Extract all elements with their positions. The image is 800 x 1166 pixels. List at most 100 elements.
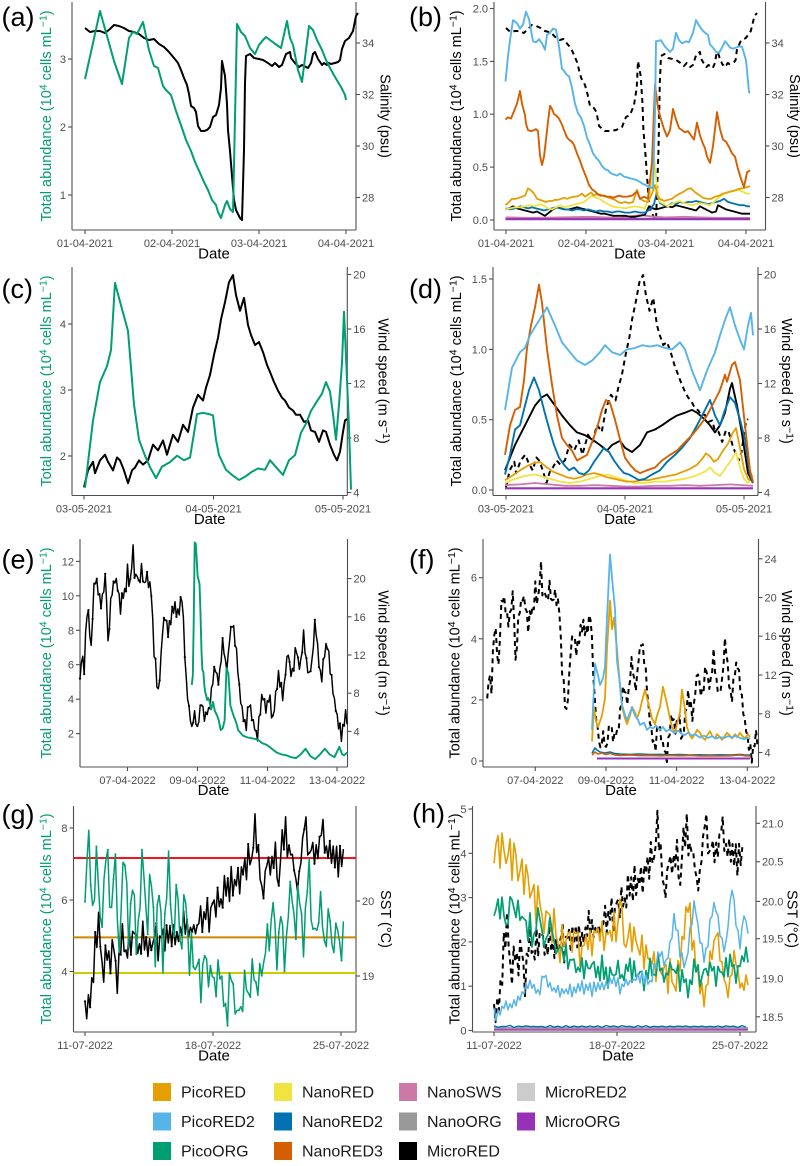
svg-text:8: 8 — [764, 433, 770, 445]
svg-text:(g): (g) — [2, 800, 35, 830]
svg-text:1.5: 1.5 — [472, 274, 487, 286]
svg-text:30: 30 — [362, 141, 374, 153]
svg-text:Wind speed (m s−1): Wind speed (m s−1) — [375, 590, 393, 716]
svg-text:6: 6 — [471, 573, 477, 585]
svg-text:18-07-2022: 18-07-2022 — [589, 1040, 645, 1052]
svg-text:4: 4 — [68, 694, 74, 706]
svg-text:MicroRED2: MicroRED2 — [545, 1085, 627, 1102]
svg-text:2: 2 — [60, 122, 66, 134]
svg-text:PicoRED2: PicoRED2 — [181, 1114, 255, 1131]
svg-text:MicroRED: MicroRED — [427, 1144, 500, 1161]
svg-text:16: 16 — [764, 324, 776, 336]
svg-text:3: 3 — [60, 54, 66, 66]
svg-text:Total abundance (104 cells mL−: Total abundance (104 cells mL−1) — [448, 275, 466, 486]
svg-text:25-07-2022: 25-07-2022 — [313, 1040, 369, 1052]
svg-text:Salinity (psu): Salinity (psu) — [786, 74, 800, 158]
svg-text:0.0: 0.0 — [472, 485, 487, 497]
svg-text:2: 2 — [60, 451, 66, 463]
svg-text:4: 4 — [460, 848, 466, 860]
svg-text:1.0: 1.0 — [472, 344, 487, 356]
svg-text:Total abundance (104 cells mL−: Total abundance (104 cells mL−1) — [448, 10, 466, 221]
svg-text:Date: Date — [198, 1048, 230, 1065]
svg-text:16: 16 — [353, 324, 365, 336]
svg-text:07-04-2022: 07-04-2022 — [99, 775, 155, 787]
svg-text:01-04-2021: 01-04-2021 — [478, 238, 534, 250]
svg-text:1.0: 1.0 — [473, 109, 488, 121]
svg-text:Total abundance (104 cells mL−: Total abundance (104 cells mL−1) — [38, 547, 56, 758]
svg-text:1.5: 1.5 — [473, 56, 488, 68]
svg-text:Total abundance (104 cells mL−: Total abundance (104 cells mL−1) — [446, 547, 464, 758]
svg-text:1: 1 — [460, 981, 466, 993]
svg-text:Total abundance (104 cells mL−: Total abundance (104 cells mL−1) — [38, 813, 56, 1024]
svg-text:NanoRED: NanoRED — [302, 1085, 374, 1102]
svg-text:Wind speed (m s−1): Wind speed (m s−1) — [778, 318, 796, 444]
svg-text:03-04-2021: 03-04-2021 — [231, 238, 287, 250]
svg-text:Salinity (psu): Salinity (psu) — [377, 74, 393, 158]
svg-text:2: 2 — [471, 695, 477, 707]
svg-text:12: 12 — [354, 650, 366, 662]
svg-text:4: 4 — [60, 319, 66, 331]
svg-text:13-04-2022: 13-04-2022 — [309, 775, 365, 787]
svg-text:04-05-2021: 04-05-2021 — [185, 504, 241, 516]
svg-text:NanoRED2: NanoRED2 — [302, 1114, 383, 1131]
svg-text:25-07-2022: 25-07-2022 — [712, 1040, 768, 1052]
svg-text:MicroORG: MicroORG — [545, 1114, 621, 1131]
svg-text:NanoORG: NanoORG — [427, 1114, 502, 1131]
svg-text:2: 2 — [460, 937, 466, 949]
svg-text:04-04-2021: 04-04-2021 — [718, 238, 774, 250]
svg-text:Date: Date — [194, 511, 226, 528]
svg-text:20: 20 — [353, 270, 365, 282]
svg-text:6: 6 — [68, 660, 74, 672]
svg-text:02-04-2021: 02-04-2021 — [558, 238, 614, 250]
svg-text:Date: Date — [605, 782, 637, 799]
svg-text:20: 20 — [765, 593, 777, 605]
svg-text:Wind speed (m s−1): Wind speed (m s−1) — [375, 318, 393, 444]
svg-text:12: 12 — [765, 670, 777, 682]
svg-text:2: 2 — [68, 729, 74, 741]
svg-text:09-04-2022: 09-04-2022 — [578, 775, 634, 787]
svg-text:05-05-2021: 05-05-2021 — [315, 504, 371, 516]
svg-text:5: 5 — [460, 804, 466, 816]
svg-text:20.0: 20.0 — [762, 896, 783, 908]
svg-text:1: 1 — [60, 190, 66, 202]
svg-text:19.0: 19.0 — [762, 973, 783, 985]
svg-text:02-04-2021: 02-04-2021 — [144, 238, 200, 250]
svg-text:3: 3 — [60, 385, 66, 397]
svg-text:20: 20 — [764, 270, 776, 282]
svg-text:24: 24 — [765, 554, 777, 566]
svg-text:28: 28 — [362, 193, 374, 205]
svg-text:32: 32 — [362, 90, 374, 102]
svg-text:SST (°C): SST (°C) — [784, 890, 800, 948]
svg-text:Date: Date — [604, 511, 636, 528]
svg-text:03-05-2021: 03-05-2021 — [478, 504, 534, 516]
svg-text:Total abundance (104 cells mL−: Total abundance (104 cells mL−1) — [38, 275, 56, 486]
svg-text:PicoRED: PicoRED — [181, 1085, 246, 1102]
svg-text:05-05-2021: 05-05-2021 — [716, 504, 772, 516]
svg-text:Wind speed (m s−1): Wind speed (m s−1) — [778, 590, 796, 716]
svg-text:SST (°C): SST (°C) — [377, 890, 393, 948]
svg-text:0.0: 0.0 — [473, 215, 488, 227]
svg-text:20.5: 20.5 — [762, 857, 783, 869]
svg-text:11-07-2022: 11-07-2022 — [57, 1040, 112, 1052]
svg-text:Date: Date — [198, 246, 230, 263]
svg-text:8: 8 — [353, 433, 359, 445]
svg-text:34: 34 — [772, 38, 784, 50]
svg-text:21.0: 21.0 — [762, 818, 783, 830]
svg-text:8: 8 — [765, 709, 771, 721]
svg-text:18-07-2022: 18-07-2022 — [185, 1040, 241, 1052]
svg-text:07-04-2022: 07-04-2022 — [507, 775, 563, 787]
svg-text:NanoSWS: NanoSWS — [427, 1085, 502, 1102]
svg-text:Date: Date — [614, 246, 646, 263]
svg-text:32: 32 — [772, 90, 784, 102]
svg-text:18.5: 18.5 — [762, 1012, 783, 1024]
svg-text:12: 12 — [353, 379, 365, 391]
svg-text:NanoRED3: NanoRED3 — [302, 1144, 383, 1161]
svg-text:11-04-2022: 11-04-2022 — [649, 775, 704, 787]
svg-text:(b): (b) — [409, 2, 442, 32]
svg-text:Date: Date — [198, 782, 230, 799]
svg-text:(a): (a) — [2, 2, 35, 32]
svg-text:4: 4 — [764, 488, 770, 500]
svg-text:4: 4 — [765, 748, 771, 760]
svg-text:0: 0 — [471, 756, 477, 768]
svg-text:09-04-2022: 09-04-2022 — [169, 775, 225, 787]
